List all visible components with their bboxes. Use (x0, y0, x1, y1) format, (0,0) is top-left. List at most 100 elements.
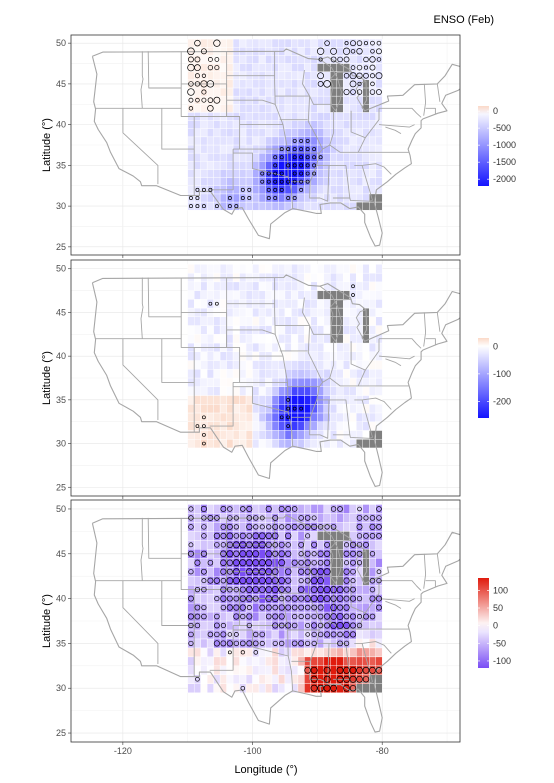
heatmap-cell (369, 377, 376, 387)
heatmap-cell (239, 264, 247, 274)
heatmap-cell (213, 531, 221, 541)
heatmap-cell (213, 395, 221, 405)
heatmap-cell (258, 611, 266, 622)
significance-circle (273, 171, 278, 176)
heatmap-cell (239, 421, 247, 431)
heatmap-cell (297, 63, 305, 72)
heatmap-cell (278, 325, 286, 335)
heatmap-cell (349, 272, 357, 283)
heatmap-cell (206, 87, 214, 97)
significance-circle (285, 542, 291, 548)
heatmap-cell (258, 136, 266, 146)
heatmap-cell (245, 334, 253, 344)
heatmap-cell (375, 272, 383, 283)
significance-circle (187, 47, 195, 56)
heatmap-cell (291, 38, 299, 48)
heatmap-cell (297, 104, 305, 113)
heatmap-cell (304, 334, 312, 344)
heatmap-cell (304, 629, 312, 640)
heatmap-cell (336, 412, 344, 422)
significance-circle (214, 596, 220, 602)
heatmap-cell (258, 438, 266, 449)
heatmap-cell (297, 351, 305, 361)
heatmap-cell (317, 307, 325, 318)
significance-circle (304, 577, 311, 584)
heatmap-cell (226, 63, 234, 72)
heatmap-cell (271, 342, 279, 352)
heatmap-cell (200, 193, 208, 203)
heatmap-cell (206, 638, 214, 649)
colorbar: 0-500-1000-1500-2000 (478, 106, 516, 186)
heatmap-cell (343, 522, 350, 532)
significance-circle (336, 586, 344, 593)
heatmap-cell (291, 647, 299, 658)
significance-circle (311, 631, 317, 638)
significance-circle (299, 147, 304, 152)
heatmap-cell (252, 87, 260, 97)
heatmap-cell (258, 104, 266, 113)
heatmap-cell (291, 421, 299, 431)
heatmap-cell (239, 629, 247, 640)
heatmap-cell (297, 161, 305, 170)
heatmap-cell (278, 161, 286, 170)
heatmap-cell (265, 504, 273, 514)
heatmap-cell (193, 351, 201, 361)
heatmap-cell (369, 558, 376, 568)
heatmap-cell (226, 307, 234, 318)
significance-circle (188, 622, 194, 629)
heatmap-cell (297, 620, 305, 631)
heatmap-cell (362, 360, 370, 370)
heatmap-cell (304, 360, 312, 370)
heatmap-cell (304, 144, 312, 154)
significance-circle (285, 524, 292, 530)
significance-circle (291, 523, 298, 530)
heatmap-cell (284, 79, 292, 89)
heatmap-cell (304, 281, 312, 291)
heatmap-cell (232, 185, 240, 195)
heatmap-cell (278, 55, 286, 64)
heatmap-cell (310, 112, 318, 121)
significance-circle (259, 640, 265, 646)
significance-circle (227, 506, 233, 512)
heatmap-cell (362, 152, 370, 162)
heatmap-cell (336, 264, 344, 274)
heatmap-cell (278, 504, 286, 514)
heatmap-cell (213, 71, 221, 81)
heatmap-cell (213, 177, 221, 186)
significance-circle (194, 81, 201, 87)
heatmap-cell (323, 351, 331, 361)
heatmap-cell (356, 120, 363, 129)
significance-circle (220, 604, 227, 611)
x-axis-ticks (122, 496, 383, 499)
heatmap-cell (278, 316, 286, 326)
heatmap-cell (187, 128, 195, 138)
heatmap-cell (193, 201, 201, 211)
heatmap-cell (219, 656, 227, 667)
heatmap-cell (330, 647, 338, 658)
heatmap-cell (245, 395, 253, 405)
heatmap-cell (200, 185, 208, 195)
significance-circle (214, 57, 220, 62)
significance-circle (375, 595, 382, 602)
heatmap-cell (356, 421, 363, 431)
heatmap-cell (219, 351, 227, 361)
heatmap-cell (375, 201, 383, 211)
heatmap-cell (265, 201, 273, 211)
heatmap-cell (193, 177, 201, 186)
significance-circle (259, 631, 266, 638)
significance-circle (278, 505, 285, 512)
heatmap-cell (297, 629, 305, 640)
heatmap-cell (200, 421, 208, 431)
heatmap-cell (200, 430, 208, 440)
heatmap-cell (284, 575, 292, 586)
significance-circle (259, 524, 265, 530)
heatmap-cell (375, 63, 383, 72)
y-tick-label: 50 (56, 504, 66, 514)
heatmap-cell (232, 264, 240, 274)
significance-circle (266, 524, 272, 530)
significance-circle (246, 613, 253, 620)
heatmap-cell (343, 360, 350, 370)
significance-circle (214, 65, 220, 71)
heatmap-cell (310, 104, 318, 113)
